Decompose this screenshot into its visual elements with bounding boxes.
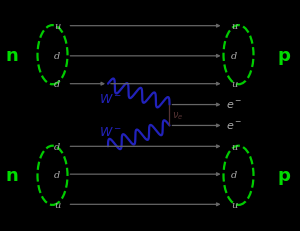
Text: $e^-$: $e^-$ [226, 100, 243, 111]
Text: n: n [6, 46, 18, 64]
Text: u: u [231, 22, 237, 31]
Text: $W^-$: $W^-$ [99, 93, 122, 106]
Text: u: u [231, 200, 237, 209]
Text: p: p [277, 46, 290, 64]
Text: $e^-$: $e^-$ [226, 120, 243, 131]
Text: u: u [231, 80, 237, 89]
Text: d: d [54, 80, 60, 89]
Text: d: d [54, 52, 60, 61]
Text: u: u [231, 142, 237, 151]
Text: d: d [231, 52, 237, 61]
Text: u: u [54, 200, 60, 209]
Text: $W^-$: $W^-$ [99, 125, 122, 138]
Text: n: n [6, 167, 18, 185]
Text: d: d [54, 142, 60, 151]
Text: d: d [54, 170, 60, 179]
Text: u: u [54, 22, 60, 31]
Text: p: p [277, 167, 290, 185]
Text: d: d [231, 170, 237, 179]
Text: $\nu_e$: $\nu_e$ [172, 110, 183, 121]
